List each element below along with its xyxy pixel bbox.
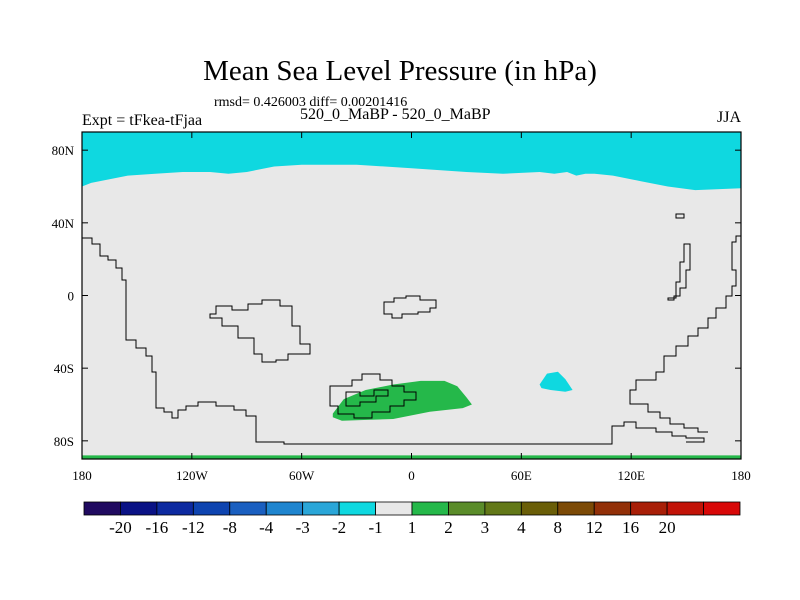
x-tick-label: 60E: [511, 468, 532, 483]
colorbar-swatch: [338, 501, 376, 516]
contour-regions: [82, 132, 741, 459]
coastline-australia-west: [667, 243, 691, 301]
y-tick-label: 40S: [54, 361, 74, 376]
colorbar-label: 8: [554, 518, 563, 537]
colorbar-swatch: [557, 501, 595, 516]
colorbar-label: 1: [408, 518, 417, 537]
coastline-east: [629, 235, 741, 433]
coastline-small-island: [675, 213, 685, 219]
experiment-label: Expt = tFkea-tFjaa: [82, 112, 203, 129]
coastline-africa: [209, 299, 311, 363]
colorbar-swatch: [666, 501, 704, 516]
colorbar-label: 3: [481, 518, 490, 537]
colorbar-label: -8: [223, 518, 237, 537]
season-label: JJA: [716, 109, 741, 126]
colorbar-swatch: [375, 501, 413, 516]
colorbar-swatch: [265, 501, 304, 516]
y-tick-label: 80N: [52, 143, 75, 158]
x-tick-label: 120W: [176, 468, 209, 483]
x-tick-label: 60W: [289, 468, 315, 483]
colorbar-swatch: [302, 501, 340, 516]
y-tick-label: 80S: [54, 434, 74, 449]
coastline-americas: [82, 237, 705, 445]
colorbar: -20 -16 -12 -8 -4 -3 -2 -1 1 2 3 4 8 12 16 20: [83, 501, 741, 537]
x-tick-label: 180: [72, 468, 92, 483]
colorbar-swatch: [520, 501, 559, 516]
colorbar-swatch: [156, 501, 194, 516]
colorbar-swatch: [411, 501, 449, 516]
colorbar-swatch: [593, 501, 632, 516]
colorbar-swatch: [448, 501, 486, 516]
colorbar-label: -2: [332, 518, 346, 537]
y-tick-label: 40N: [52, 216, 75, 231]
colorbar-label: 2: [444, 518, 453, 537]
colorbar-label: 20: [659, 518, 676, 537]
colorbar-label: 16: [622, 518, 639, 537]
coastline-island-arc: [383, 295, 437, 319]
x-tick-label: 180: [731, 468, 751, 483]
colorbar-label: -16: [146, 518, 169, 537]
colorbar-label: 12: [586, 518, 603, 537]
colorbar-label: -1: [368, 518, 382, 537]
colorbar-swatch: [192, 501, 231, 516]
coastline-antarctic-peninsula: [329, 373, 417, 419]
colorbar-label: -3: [296, 518, 310, 537]
colorbar-label: 4: [517, 518, 526, 537]
stats-label: rmsd= 0.426003 diff= 0.00201416: [214, 95, 408, 110]
colorbar-label: -20: [109, 518, 132, 537]
colorbar-swatch: [630, 501, 668, 516]
coastlines: [82, 213, 741, 445]
y-axis-ticks: 80N 40N 0 40S 80S: [52, 143, 741, 449]
region-north-polar-negative: [82, 132, 741, 191]
colorbar-label: -12: [182, 518, 205, 537]
region-south-pacific-positive: [332, 380, 472, 421]
colorbar-swatch: [703, 501, 741, 516]
case-label: 520_0_MaBP - 520_0_MaBP: [300, 106, 491, 123]
colorbar-label: -4: [259, 518, 274, 537]
colorbar-swatch: [484, 501, 522, 516]
chart-title: Mean Sea Level Pressure (in hPa): [203, 55, 597, 87]
y-tick-label: 0: [68, 289, 75, 304]
colorbar-swatch: [229, 501, 267, 516]
colorbar-swatch: [120, 501, 158, 516]
region-south-indian-negative: [539, 371, 573, 392]
x-tick-label: 0: [408, 468, 415, 483]
x-tick-label: 120E: [617, 468, 645, 483]
colorbar-swatch: [83, 501, 121, 516]
x-axis-ticks: 180 120W 60W 0 60E 120E 180: [72, 132, 751, 483]
